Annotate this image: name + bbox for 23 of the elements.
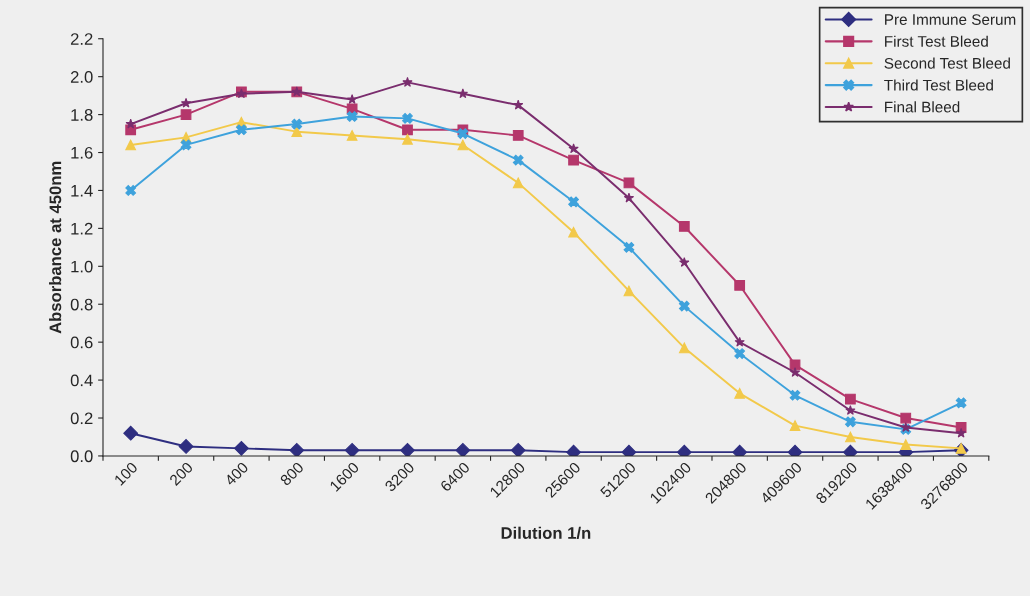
y-tick-label: 1.0: [71, 260, 93, 273]
y-tick-label: 1.6: [71, 146, 93, 159]
x-axis-title: Dilution 1/n: [501, 526, 591, 540]
y-tick-label: 0.8: [70, 298, 93, 311]
y-tick-label: 0.0: [70, 450, 93, 463]
legend-label: Third Test Bleed: [884, 79, 993, 91]
y-tick-label: 1.4: [71, 185, 93, 197]
legend-label: First Test Bleed: [885, 35, 988, 47]
legend-label: Pre Immune Serum: [885, 14, 1016, 25]
y-tick-label: 0.2: [70, 412, 93, 425]
y-tick-label: 0.4: [70, 374, 93, 387]
x-tick-label: 400: [223, 461, 249, 487]
legend-label: Final Bleed: [885, 101, 960, 113]
x-tick-label: 200: [168, 461, 194, 487]
legend-label: Second Test Bleed: [884, 57, 1010, 69]
y-tick-label: 1.2: [71, 222, 93, 235]
y-tick-label: 2.0: [70, 71, 93, 83]
y-tick-label: 1.8: [71, 109, 93, 121]
y-tick-label: 0.6: [70, 336, 93, 349]
x-tick-label: 800: [279, 461, 305, 487]
x-tick-label: 100: [113, 461, 139, 486]
y-tick-label: 2.2: [70, 33, 93, 45]
y-axis-title: Absorbance at 450nm: [49, 161, 62, 334]
